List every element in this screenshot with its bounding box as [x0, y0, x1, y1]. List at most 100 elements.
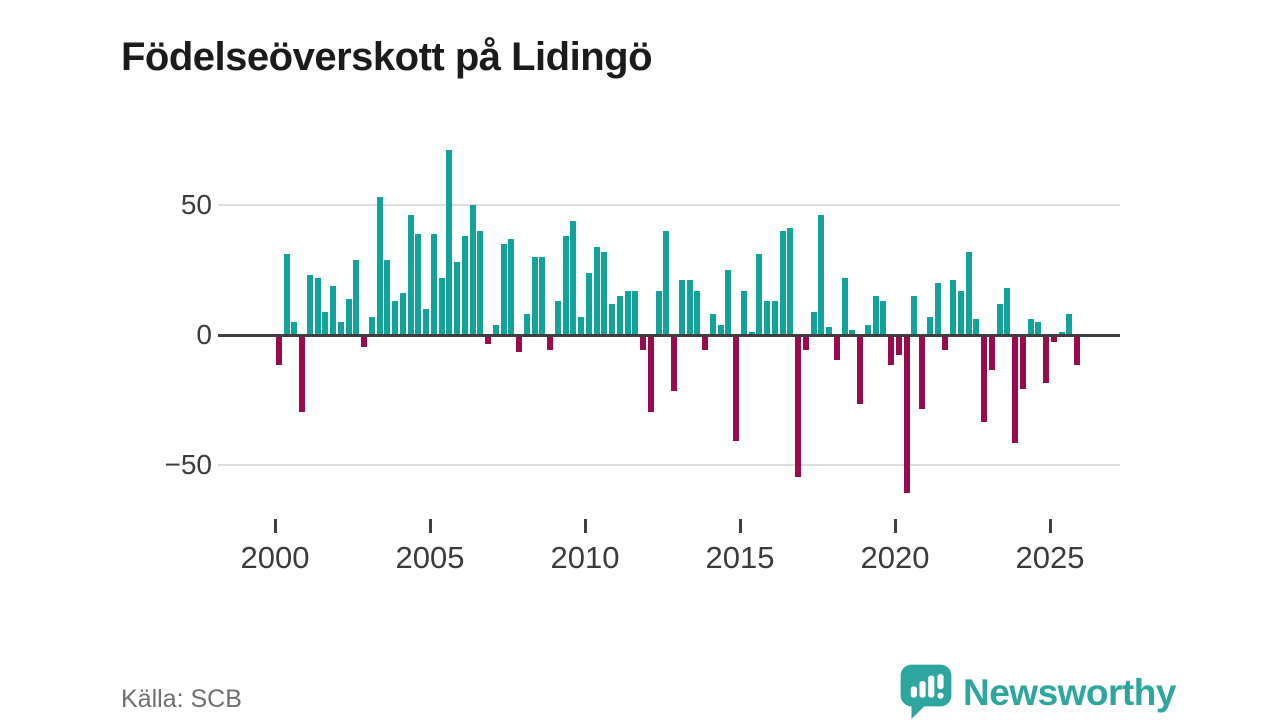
bar-2009-q3	[570, 220, 577, 335]
bar-2002-q2	[345, 298, 352, 335]
x-axis-label-2015: 2015	[705, 540, 775, 575]
bar-2023-q4	[1012, 336, 1019, 444]
bar-2006-q4	[485, 336, 492, 345]
bar-2000-q4	[299, 336, 306, 412]
y-axis-label-0: 0	[196, 319, 212, 350]
bar-2025-q1	[1050, 336, 1057, 342]
bar-2017-q1	[802, 336, 809, 350]
bar-2021-q1	[926, 316, 933, 335]
newsworthy-speech-bubble-chart-icon	[897, 661, 955, 720]
bar-2024-q1	[1019, 336, 1026, 389]
chart-title: Födelseöverskott på Lidingö	[121, 34, 653, 79]
bar-2010-q4	[609, 303, 616, 335]
bar-2000-q2	[283, 254, 290, 335]
bar-2001-q2	[314, 277, 321, 335]
bar-2004-q2	[407, 215, 414, 335]
bar-2019-q4	[888, 336, 895, 366]
bar-2020-q4	[919, 336, 926, 410]
bar-2008-q2	[531, 257, 538, 335]
bar-2011-q1	[616, 296, 623, 335]
bar-2002-q4	[361, 336, 368, 347]
bar-2011-q4	[640, 336, 647, 350]
x-axis-label-2010: 2010	[550, 540, 620, 575]
bar-2010-q2	[593, 246, 600, 335]
bar-2011-q2	[624, 290, 631, 335]
x-axis-tick-2015	[738, 519, 742, 533]
bar-2009-q2	[562, 236, 569, 335]
bar-2016-q4	[795, 336, 802, 477]
bar-2012-q1	[647, 336, 654, 412]
bar-2001-q1	[306, 275, 313, 335]
bar-2008-q3	[539, 257, 546, 335]
bar-2013-q4	[702, 336, 709, 350]
bar-2025-q4	[1074, 336, 1081, 366]
bar-2019-q3	[880, 301, 887, 335]
bar-2006-q2	[469, 205, 476, 335]
bar-2001-q4	[330, 285, 337, 335]
bar-2000-q1	[275, 336, 282, 366]
bar-2012-q2	[655, 290, 662, 335]
bar-2014-q2	[717, 324, 724, 335]
bar-2021-q3	[942, 336, 949, 350]
bar-2024-q2	[1027, 319, 1034, 335]
x-axis-label-2000: 2000	[240, 540, 310, 575]
bar-2008-q1	[523, 314, 530, 335]
bar-2022-q2	[965, 251, 972, 335]
bar-2024-q4	[1043, 336, 1050, 384]
bar-2009-q1	[554, 301, 561, 335]
bar-2014-q1	[709, 314, 716, 335]
bar-2015-q1	[740, 290, 747, 335]
bar-2008-q4	[547, 336, 554, 350]
y-axis-label-−50: −50	[164, 449, 213, 480]
x-axis-label-2020: 2020	[860, 540, 930, 575]
bar-2019-q2	[872, 296, 879, 335]
x-axis-label-2005: 2005	[395, 540, 465, 575]
bar-2014-q3	[725, 270, 732, 335]
bar-2007-q2	[500, 244, 507, 335]
y-axis-label-50: 50	[180, 189, 212, 220]
bar-2005-q4	[454, 262, 461, 335]
bar-2003-q4	[392, 301, 399, 335]
bar-2005-q2	[438, 277, 445, 335]
zero-axis-line	[218, 333, 1120, 337]
brand-name: Newsworthy	[963, 671, 1176, 713]
bar-2005-q1	[430, 233, 437, 335]
bar-2006-q1	[461, 236, 468, 335]
bar-2023-q2	[996, 303, 1003, 335]
bar-2015-q4	[764, 301, 771, 335]
bar-2010-q1	[585, 272, 592, 335]
bar-2014-q4	[733, 336, 740, 441]
gridline-50	[218, 204, 1120, 206]
bar-2023-q1	[988, 336, 995, 371]
x-axis-tick-2010	[583, 519, 587, 533]
bar-2012-q4	[671, 336, 678, 392]
bar-2017-q4	[826, 327, 833, 335]
bar-2024-q3	[1035, 322, 1042, 335]
bar-2012-q3	[663, 231, 670, 335]
bar-2020-q2	[903, 336, 910, 493]
bar-2022-q1	[957, 290, 964, 335]
bar-2010-q3	[601, 251, 608, 335]
bar-2009-q4	[578, 316, 585, 335]
x-axis-tick-2005	[428, 519, 432, 533]
bar-2016-q3	[787, 228, 794, 335]
x-axis-tick-2020	[893, 519, 897, 533]
bar-2006-q3	[477, 231, 484, 335]
bar-2021-q4	[950, 280, 957, 335]
bar-2001-q3	[322, 311, 329, 335]
bar-2002-q1	[337, 322, 344, 335]
bar-2003-q2	[376, 197, 383, 335]
bar-2013-q3	[694, 290, 701, 335]
bar-2004-q3	[415, 233, 422, 335]
bar-2023-q3	[1004, 288, 1011, 335]
bar-2013-q1	[678, 280, 685, 335]
x-axis-label-2025: 2025	[1015, 540, 1085, 575]
bar-2015-q3	[756, 254, 763, 335]
x-axis-tick-2025	[1048, 519, 1052, 533]
bar-2003-q1	[368, 316, 375, 335]
bar-2020-q1	[895, 336, 902, 355]
source-note: Källa: SCB	[121, 685, 242, 713]
newsworthy-branding: Newsworthy	[897, 661, 1176, 720]
bar-2013-q2	[686, 280, 693, 335]
